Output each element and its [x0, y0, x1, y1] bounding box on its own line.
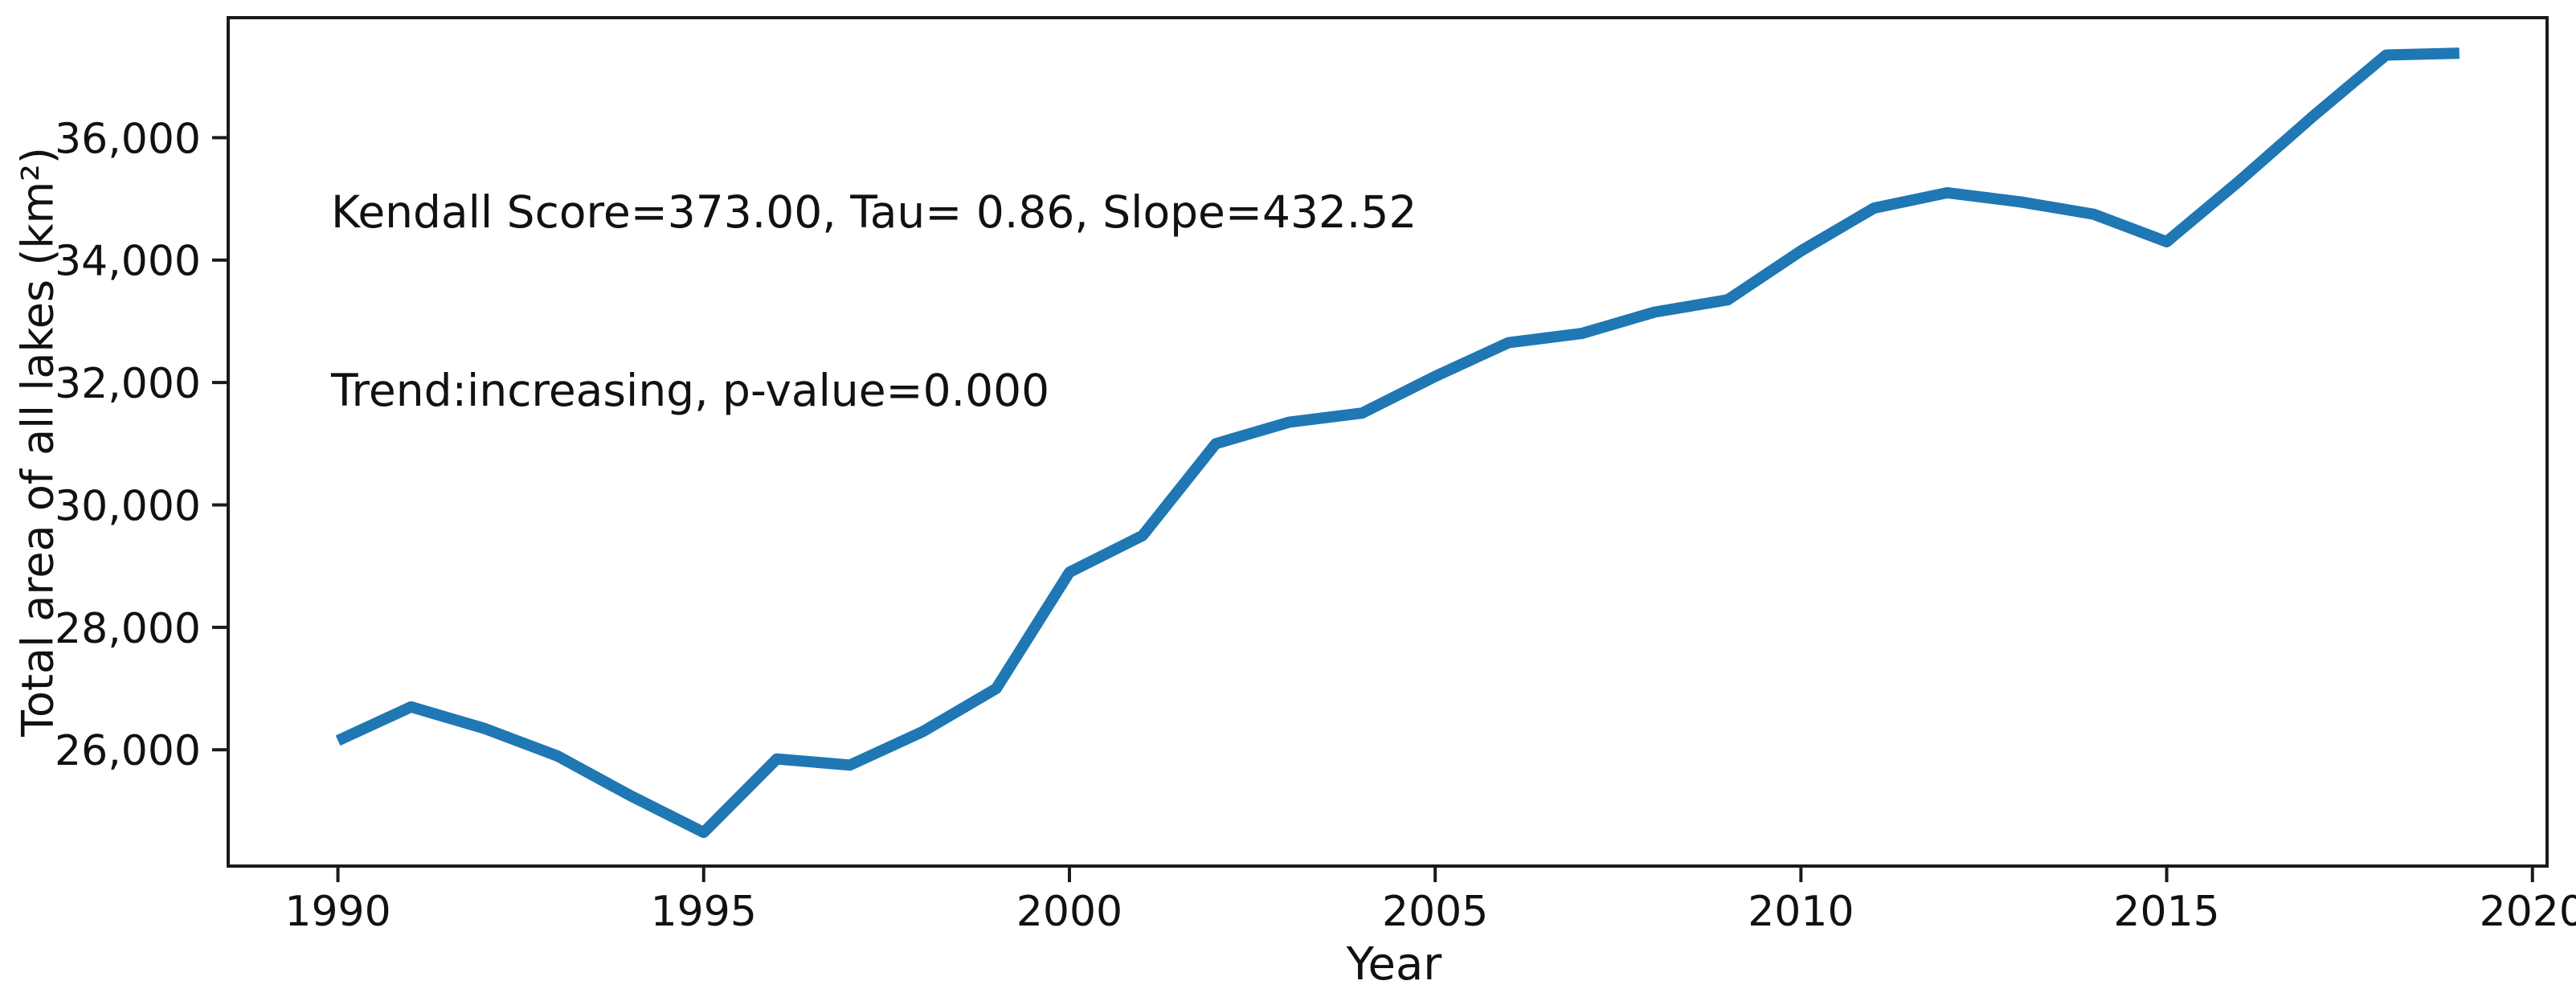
x-tick-label: 2005 — [1382, 888, 1488, 936]
stats-annotation-line-2: Trend:increasing, p-value=0.000 — [331, 365, 1050, 417]
stats-annotation: Kendall Score=373.00, Tau= 0.86, Slope=4… — [331, 63, 1417, 540]
x-tick-label: 2015 — [2113, 888, 2219, 936]
x-tick-label: 2000 — [1016, 888, 1122, 936]
y-tick-label: 32,000 — [55, 360, 201, 408]
x-tick-label: 1990 — [284, 888, 390, 936]
lake-area-trend-line — [335, 47, 2459, 839]
y-tick-label: 36,000 — [55, 115, 201, 163]
x-axis-title: Year — [1346, 938, 1442, 991]
y-tick-label: 30,000 — [55, 482, 201, 530]
y-tick-label: 34,000 — [55, 238, 201, 286]
y-axis-title: Total area of all lakes (km²) — [12, 147, 63, 737]
stats-annotation-line-1: Kendall Score=373.00, Tau= 0.86, Slope=4… — [331, 186, 1417, 238]
x-tick-label: 2010 — [1748, 888, 1854, 936]
x-tick-label: 2020 — [2480, 888, 2576, 936]
x-tick-label: 1995 — [651, 888, 757, 936]
plot-frame — [227, 16, 2549, 868]
y-tick-label: 26,000 — [55, 727, 201, 775]
y-tick-label: 28,000 — [55, 605, 201, 653]
